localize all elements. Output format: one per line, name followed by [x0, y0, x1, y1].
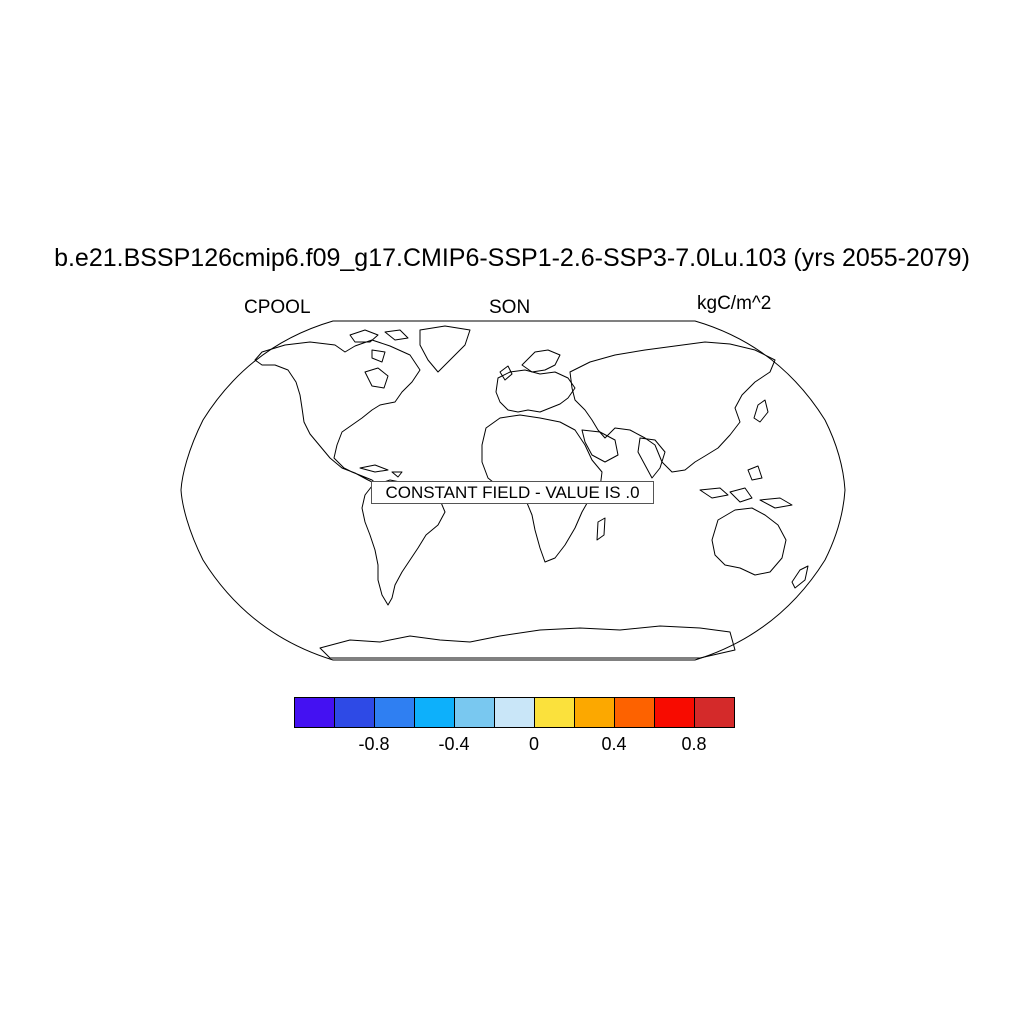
colorbar-tick-label: 0.8 — [681, 734, 707, 754]
coastline-north-america — [254, 339, 421, 486]
coastline-antarctica — [319, 625, 736, 659]
colorbar-tick-label: 0.4 — [601, 734, 627, 754]
coastline-uk — [499, 365, 513, 381]
coastline-madagascar — [596, 517, 606, 541]
colorbar-cell — [335, 698, 375, 727]
colorbar-cell — [575, 698, 615, 727]
colorbar-cell — [615, 698, 655, 727]
coastline-asia — [569, 341, 776, 473]
coastline-india — [637, 437, 666, 479]
colorbar-tick-label: -0.8 — [358, 734, 390, 754]
coastline-se-asia-islands — [699, 465, 793, 509]
units-label: kgC/m^2 — [697, 293, 772, 314]
coastline-europe — [495, 369, 576, 413]
figure-title: b.e21.BSSP126cmip6.f09_g17.CMIP6-SSP1-2.… — [54, 244, 970, 272]
coastline-scandinavia — [521, 349, 561, 373]
coastline-japan — [753, 399, 769, 423]
colorbar-cell — [455, 698, 495, 727]
coastline-caribbean — [359, 464, 403, 478]
map-boundary — [180, 320, 846, 661]
coastline-greenland — [419, 325, 471, 373]
colorbar-tick-label: 0 — [528, 734, 540, 754]
coastline-australia — [711, 507, 787, 576]
colorbar-cell — [495, 698, 535, 727]
colorbar-cell — [695, 698, 735, 727]
colorbar-cell — [535, 698, 575, 727]
colorbar-cell — [415, 698, 455, 727]
coastline-hudson-bay — [364, 367, 389, 389]
colorbar-cell — [295, 698, 335, 727]
colorbar-cell — [655, 698, 695, 727]
colorbar-cell — [375, 698, 415, 727]
colorbar-tick-label: -0.4 — [438, 734, 470, 754]
constant-field-label: CONSTANT FIELD - VALUE IS .0 — [371, 481, 654, 504]
variable-label: CPOOL — [244, 297, 311, 318]
coastline-arctic-islands — [349, 329, 409, 363]
season-label: SON — [489, 297, 531, 318]
coastline-new-zealand — [791, 565, 809, 589]
colorbar — [294, 697, 735, 728]
coastline-arabia — [581, 429, 619, 463]
